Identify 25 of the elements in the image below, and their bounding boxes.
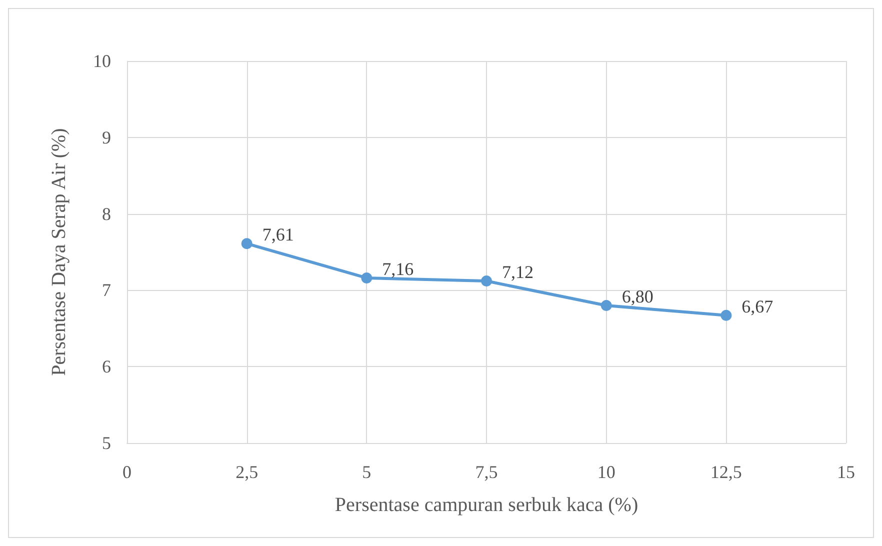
x-tick-label: 15 <box>837 462 855 482</box>
data-label: 6,80 <box>622 286 654 306</box>
x-tick-label: 0 <box>122 462 132 482</box>
y-axis-title: Persentase Daya Serap Air (%) <box>48 128 70 376</box>
point <box>241 238 252 250</box>
point <box>481 276 492 287</box>
x-tick-label: 7,5 <box>475 462 498 482</box>
y-tick-label: 6 <box>102 356 111 377</box>
y-tick-label: 7 <box>102 280 111 300</box>
point <box>361 272 372 284</box>
y-tick-label: 9 <box>102 127 111 148</box>
y-tick-label: 8 <box>102 204 111 224</box>
x-tick-label: 10 <box>597 462 616 482</box>
x-tick-label: 12,5 <box>710 462 742 482</box>
y-tick-label: 10 <box>93 51 111 71</box>
data-label: 7,61 <box>262 224 294 245</box>
data-label: 7,12 <box>502 262 534 282</box>
x-tick-label: 5 <box>362 462 372 482</box>
data-label: 7,16 <box>382 258 414 279</box>
data-label: 6,67 <box>742 296 774 316</box>
y-tick-label: 5 <box>102 433 111 453</box>
point <box>720 310 732 321</box>
x-axis-title: Persentase campuran serbuk kaca (%) <box>334 494 638 516</box>
point <box>600 300 612 311</box>
x-tick-label: 2,5 <box>236 462 258 482</box>
